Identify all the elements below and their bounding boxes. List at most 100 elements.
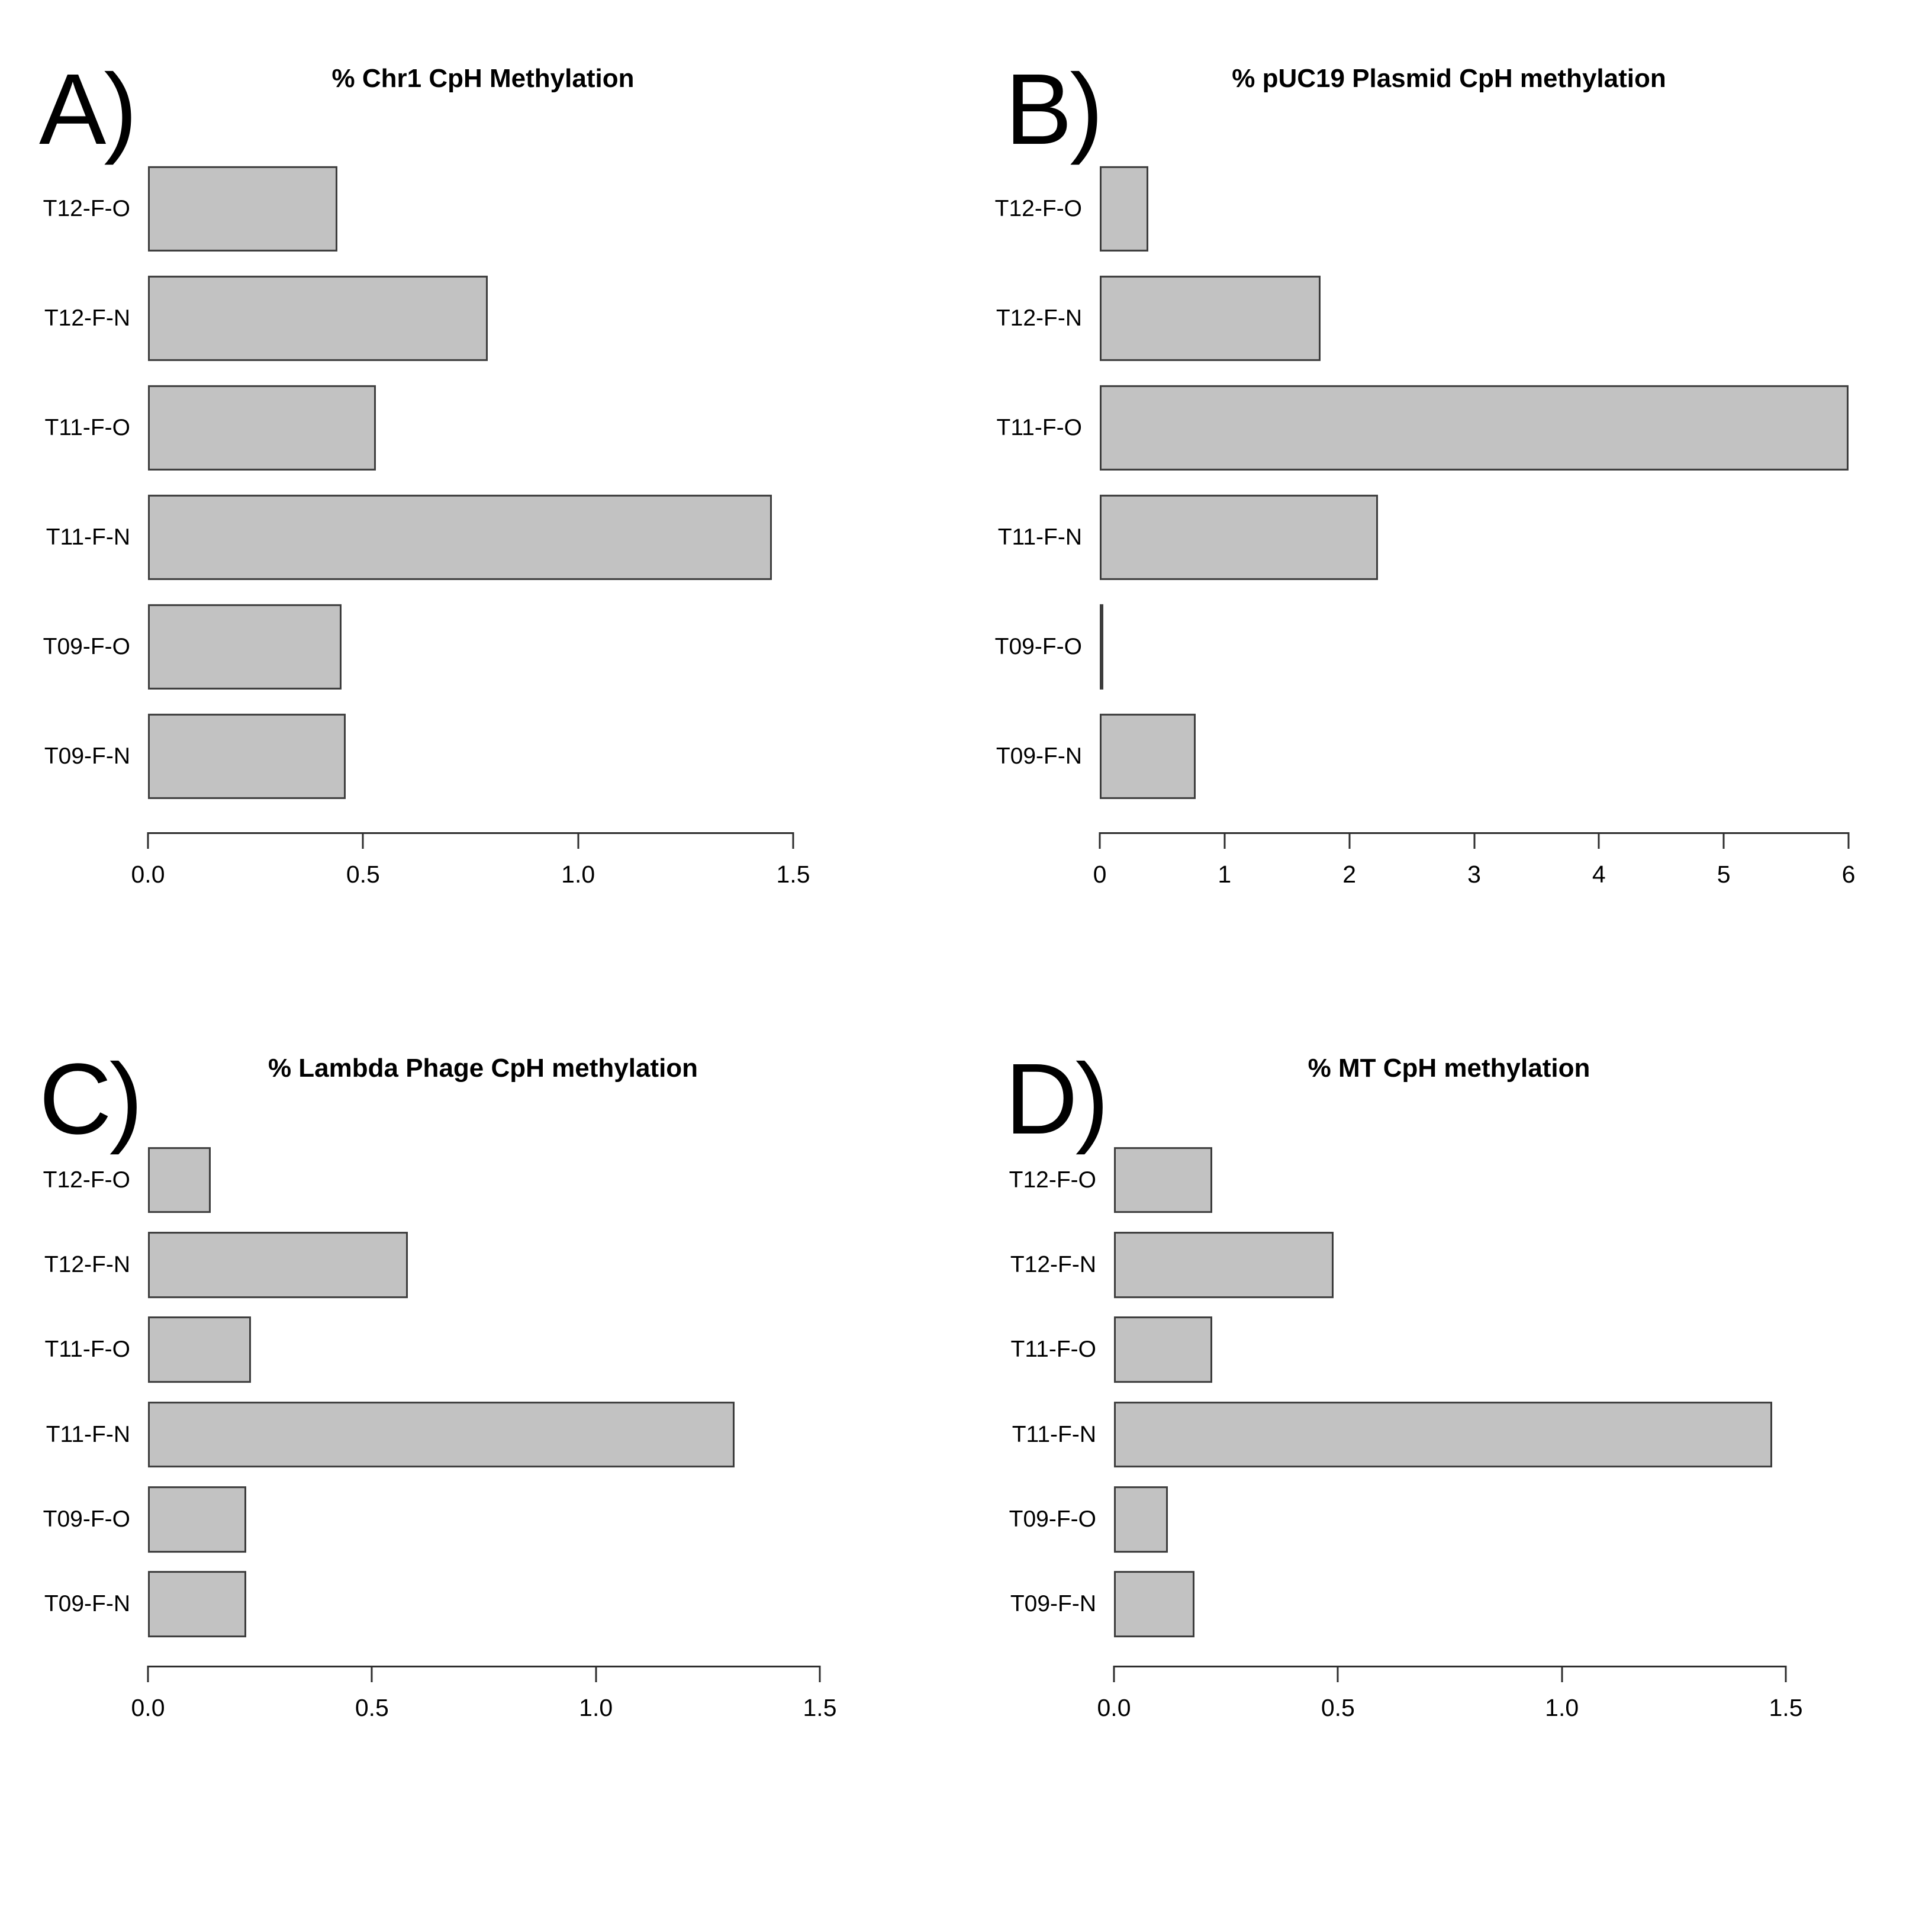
bar <box>1114 1316 1213 1383</box>
x-axis: 0 1 2 3 4 5 6 <box>1093 832 1855 909</box>
category-label: T11-F-O <box>44 1337 130 1363</box>
axis-tick <box>1785 1666 1787 1682</box>
bar-row: T11-F-N <box>998 482 1849 592</box>
axis-tick-label: 1.0 <box>579 1694 613 1721</box>
chart-panel-d: D) % MT CpH methylation T12-F-O T12-F-N T1… <box>966 966 1932 1932</box>
category-label: T09-F-N <box>1010 1591 1096 1617</box>
plot-area: T12-F-O T12-F-N T11-F-O T11-F-N T09-F-O T09-F… <box>43 1138 820 1647</box>
bar-row: T12-F-N <box>44 263 793 373</box>
bar-row: T12-F-O <box>1009 1138 1786 1222</box>
axis-tick <box>1722 832 1725 849</box>
axis-tick-label: 2 <box>1342 861 1357 888</box>
axis-tick-label: 0.5 <box>1321 1694 1355 1721</box>
axis-tick <box>362 832 364 849</box>
bar <box>1100 494 1379 580</box>
x-axis-line <box>1113 1666 1786 1667</box>
plot-area: T12-F-O T12-F-N T11-F-O T11-F-N T09-F-O T09-F… <box>995 154 1849 811</box>
category-label: T11-F-O <box>44 414 130 440</box>
axis-tick-label: 0.0 <box>131 861 165 888</box>
axis-tick-label: 0.0 <box>1097 1694 1131 1721</box>
category-label: T09-F-O <box>1009 1506 1096 1532</box>
bar-row: T11-F-O <box>45 1308 820 1392</box>
category-label: T11-F-N <box>46 524 130 550</box>
axis-tick <box>1598 832 1600 849</box>
chart-panel-b: B) % pUC19 Plasmid CpH methylation T12-F… <box>966 0 1932 966</box>
axis-tick <box>147 832 149 849</box>
bar-row: T12-F-O <box>43 154 793 263</box>
bar <box>148 1486 247 1553</box>
axis-tick <box>1223 832 1226 849</box>
axis-tick <box>147 1666 149 1682</box>
x-axis-line <box>147 832 794 834</box>
panel-letter-a: A) <box>39 53 137 166</box>
bar <box>148 275 488 361</box>
bar <box>1100 275 1321 361</box>
plot-area: T12-F-O T12-F-N T11-F-O T11-F-N T09-F-O T09-F… <box>1009 1138 1786 1647</box>
axis-tick-label: 0.5 <box>346 861 380 888</box>
bar-row: T12-F-N <box>1010 1222 1786 1307</box>
plot-area: T12-F-O T12-F-N T11-F-O T11-F-N T09-F-O T09-F… <box>43 154 793 811</box>
bar-row: T11-F-O <box>1011 1308 1786 1392</box>
axis-tick-label: 1.5 <box>776 861 810 888</box>
category-label: T11-F-O <box>1010 1337 1096 1363</box>
axis-tick-label: 1.5 <box>803 1694 837 1721</box>
axis-tick-label: 0.5 <box>355 1694 389 1721</box>
category-label: T12-F-O <box>1009 1167 1096 1193</box>
bar-row: T09-F-O <box>43 1477 820 1561</box>
bar-row: T11-F-O <box>997 373 1849 482</box>
bar-row: T11-F-N <box>46 1392 820 1477</box>
bar-row: T09-F-O <box>995 592 1849 701</box>
category-label: T09-F-N <box>44 1591 130 1617</box>
x-axis: 0.0 0.5 1.0 1.5 <box>1097 1666 1803 1743</box>
category-label: T09-F-O <box>43 1506 130 1532</box>
bar-row: T11-F-N <box>1012 1392 1786 1477</box>
axis-tick <box>577 832 579 849</box>
axis-tick-label: 0.0 <box>131 1694 165 1721</box>
bar-row: T12-F-O <box>995 154 1849 263</box>
bar <box>148 1232 408 1298</box>
category-label: T11-F-O <box>996 414 1082 440</box>
bar <box>148 713 346 799</box>
chart-panel-a: A) % Chr1 CpH Methylation T12-F-O T12-F-N… <box>0 0 966 966</box>
bar <box>148 1401 735 1468</box>
axis-tick <box>595 1666 597 1682</box>
category-label: T09-F-O <box>994 633 1082 659</box>
category-label: T12-F-N <box>1010 1251 1096 1277</box>
x-axis-line <box>147 1666 820 1667</box>
bar-row: T12-F-O <box>43 1138 820 1222</box>
axis-tick-label: 1 <box>1218 861 1232 888</box>
chart-panel-c: C) % Lambda Phage CpH methylation T12-F-… <box>0 966 966 1932</box>
bar <box>148 385 376 471</box>
axis-tick-label: 1.0 <box>1545 1694 1579 1721</box>
axis-tick <box>1561 1666 1563 1682</box>
category-label: T09-F-N <box>44 743 130 769</box>
bar <box>148 1316 252 1383</box>
bar <box>1114 1486 1168 1553</box>
bar-row: T09-F-N <box>44 701 793 811</box>
axis-tick-label: 3 <box>1467 861 1481 888</box>
bar <box>1100 385 1849 471</box>
bar-row: T09-F-N <box>996 701 1849 811</box>
bar <box>1114 1147 1213 1213</box>
bar <box>1100 166 1149 252</box>
axis-tick <box>1337 1666 1339 1682</box>
axis-tick <box>1099 832 1101 849</box>
category-label: T12-F-O <box>43 1167 130 1193</box>
axis-tick <box>1473 832 1475 849</box>
bar <box>148 1571 247 1638</box>
category-label: T12-F-N <box>44 1251 130 1277</box>
category-label: T12-F-O <box>43 195 130 221</box>
category-label: T09-F-N <box>996 743 1082 769</box>
bar <box>1114 1571 1195 1638</box>
axis-tick <box>371 1666 373 1682</box>
axis-tick <box>792 832 794 849</box>
bar-row: T12-F-N <box>44 1222 820 1307</box>
axis-tick <box>1847 832 1850 849</box>
panel-letter-d: D) <box>1005 1043 1109 1155</box>
bar <box>148 166 337 252</box>
chart-title-c: % Lambda Phage CpH methylation <box>268 1054 698 1083</box>
axis-tick-label: 5 <box>1717 861 1731 888</box>
category-label: T09-F-O <box>43 633 130 659</box>
axis-tick <box>1348 832 1351 849</box>
bar-row: T11-F-O <box>45 373 793 482</box>
